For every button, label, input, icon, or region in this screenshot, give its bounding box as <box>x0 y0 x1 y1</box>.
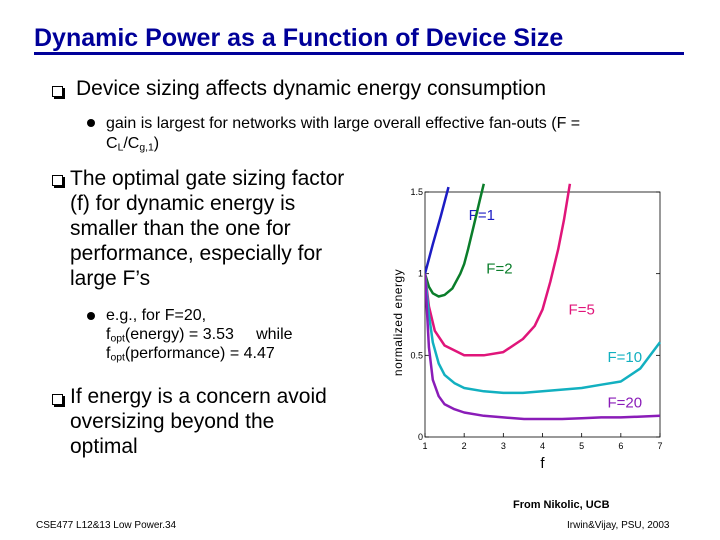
footer-right: Irwin&Vijay, PSU, 2003 <box>567 520 670 531</box>
bullet-2-line-4: performance, especially for <box>70 242 323 265</box>
series-line-f10 <box>425 273 661 395</box>
energy-chart: 1 2 3 4 5 6 7 0 0.5 1 1.5 f normalized energy F=1 F=2 F… <box>391 183 663 472</box>
series-line-f5 <box>425 183 572 357</box>
bullet-2-sub-line-3: fopt(performance) = 4.47 <box>106 344 275 368</box>
square-bullet-icon <box>52 175 63 186</box>
series-label-f10: F=10 <box>607 349 642 366</box>
x-tick-label: 2 <box>462 441 467 451</box>
dot-bullet-icon <box>87 119 95 127</box>
bullet-2-sub-line-2: fopt(energy) = 3.53 while <box>106 325 293 349</box>
y-tick-label: 0.5 <box>410 350 423 360</box>
square-bullet-icon <box>52 86 63 97</box>
bullet-2-sub-line-1: e.g., for F=20, <box>106 307 207 324</box>
bullet-2-line-2: (f) for dynamic energy is <box>70 192 296 215</box>
bullet-1-sub-line-1: gain is largest for networks with large … <box>106 115 581 132</box>
footer-left: CSE477 L12&13 Low Power.34 <box>36 520 177 531</box>
formula-part: f <box>106 326 111 343</box>
series-line-f1 <box>425 186 450 275</box>
bullet-1-text: Device sizing affects dynamic energy con… <box>76 77 547 100</box>
x-tick-label: 1 <box>422 441 427 451</box>
y-tick-label: 1.5 <box>410 187 423 197</box>
x-axis-label: f <box>540 455 545 472</box>
bullet-2-line-5: large F’s <box>70 267 151 290</box>
bullet-2-line-1: The optimal gate sizing factor <box>70 167 345 190</box>
bullet-3-line-1: If energy is a concern avoid <box>70 385 327 408</box>
y-tick-label: 0 <box>418 432 423 442</box>
formula-part: C <box>106 135 118 152</box>
formula-part: (energy) = 3.53 while <box>124 326 293 343</box>
square-bullet-icon <box>52 394 63 405</box>
x-tick-label: 7 <box>657 441 662 451</box>
formula-subscript: g,1 <box>139 142 154 154</box>
formula-part: f <box>106 345 111 362</box>
series-line-f2 <box>425 183 486 298</box>
series-line-f20 <box>425 273 661 421</box>
x-tick-label: 4 <box>540 441 545 451</box>
formula-part: ) <box>153 135 160 152</box>
dot-bullet-icon <box>87 312 95 320</box>
series-label-f5: F=5 <box>569 302 595 319</box>
series-label-f1: F=1 <box>469 207 495 224</box>
x-tick-label: 6 <box>618 441 623 451</box>
bullet-3-line-2: oversizing beyond the <box>70 410 275 433</box>
x-tick-label: 3 <box>501 441 506 451</box>
x-tick-label: 5 <box>579 441 584 451</box>
slide-title: Dynamic Power as a Function of Device Si… <box>34 24 564 52</box>
formula-subscript: opt <box>110 352 125 364</box>
bullet-2-line-3: smaller than the one for <box>70 217 291 240</box>
title-underline <box>34 52 684 55</box>
y-tick-label: 1 <box>418 269 423 279</box>
formula-part: /C <box>123 135 140 152</box>
bullet-1-sub-line-2: CL/Cg,1) <box>106 134 159 158</box>
formula-subscript: L <box>117 142 124 154</box>
source-credit: From Nikolic, UCB <box>513 499 610 511</box>
series-label-f2: F=2 <box>486 261 512 278</box>
formula-part: (performance) = 4.47 <box>124 345 275 362</box>
y-axis-label: normalized energy <box>391 269 405 376</box>
series-label-f20: F=20 <box>607 395 642 412</box>
formula-subscript: opt <box>110 333 125 345</box>
bullet-3-line-3: optimal <box>70 435 138 458</box>
